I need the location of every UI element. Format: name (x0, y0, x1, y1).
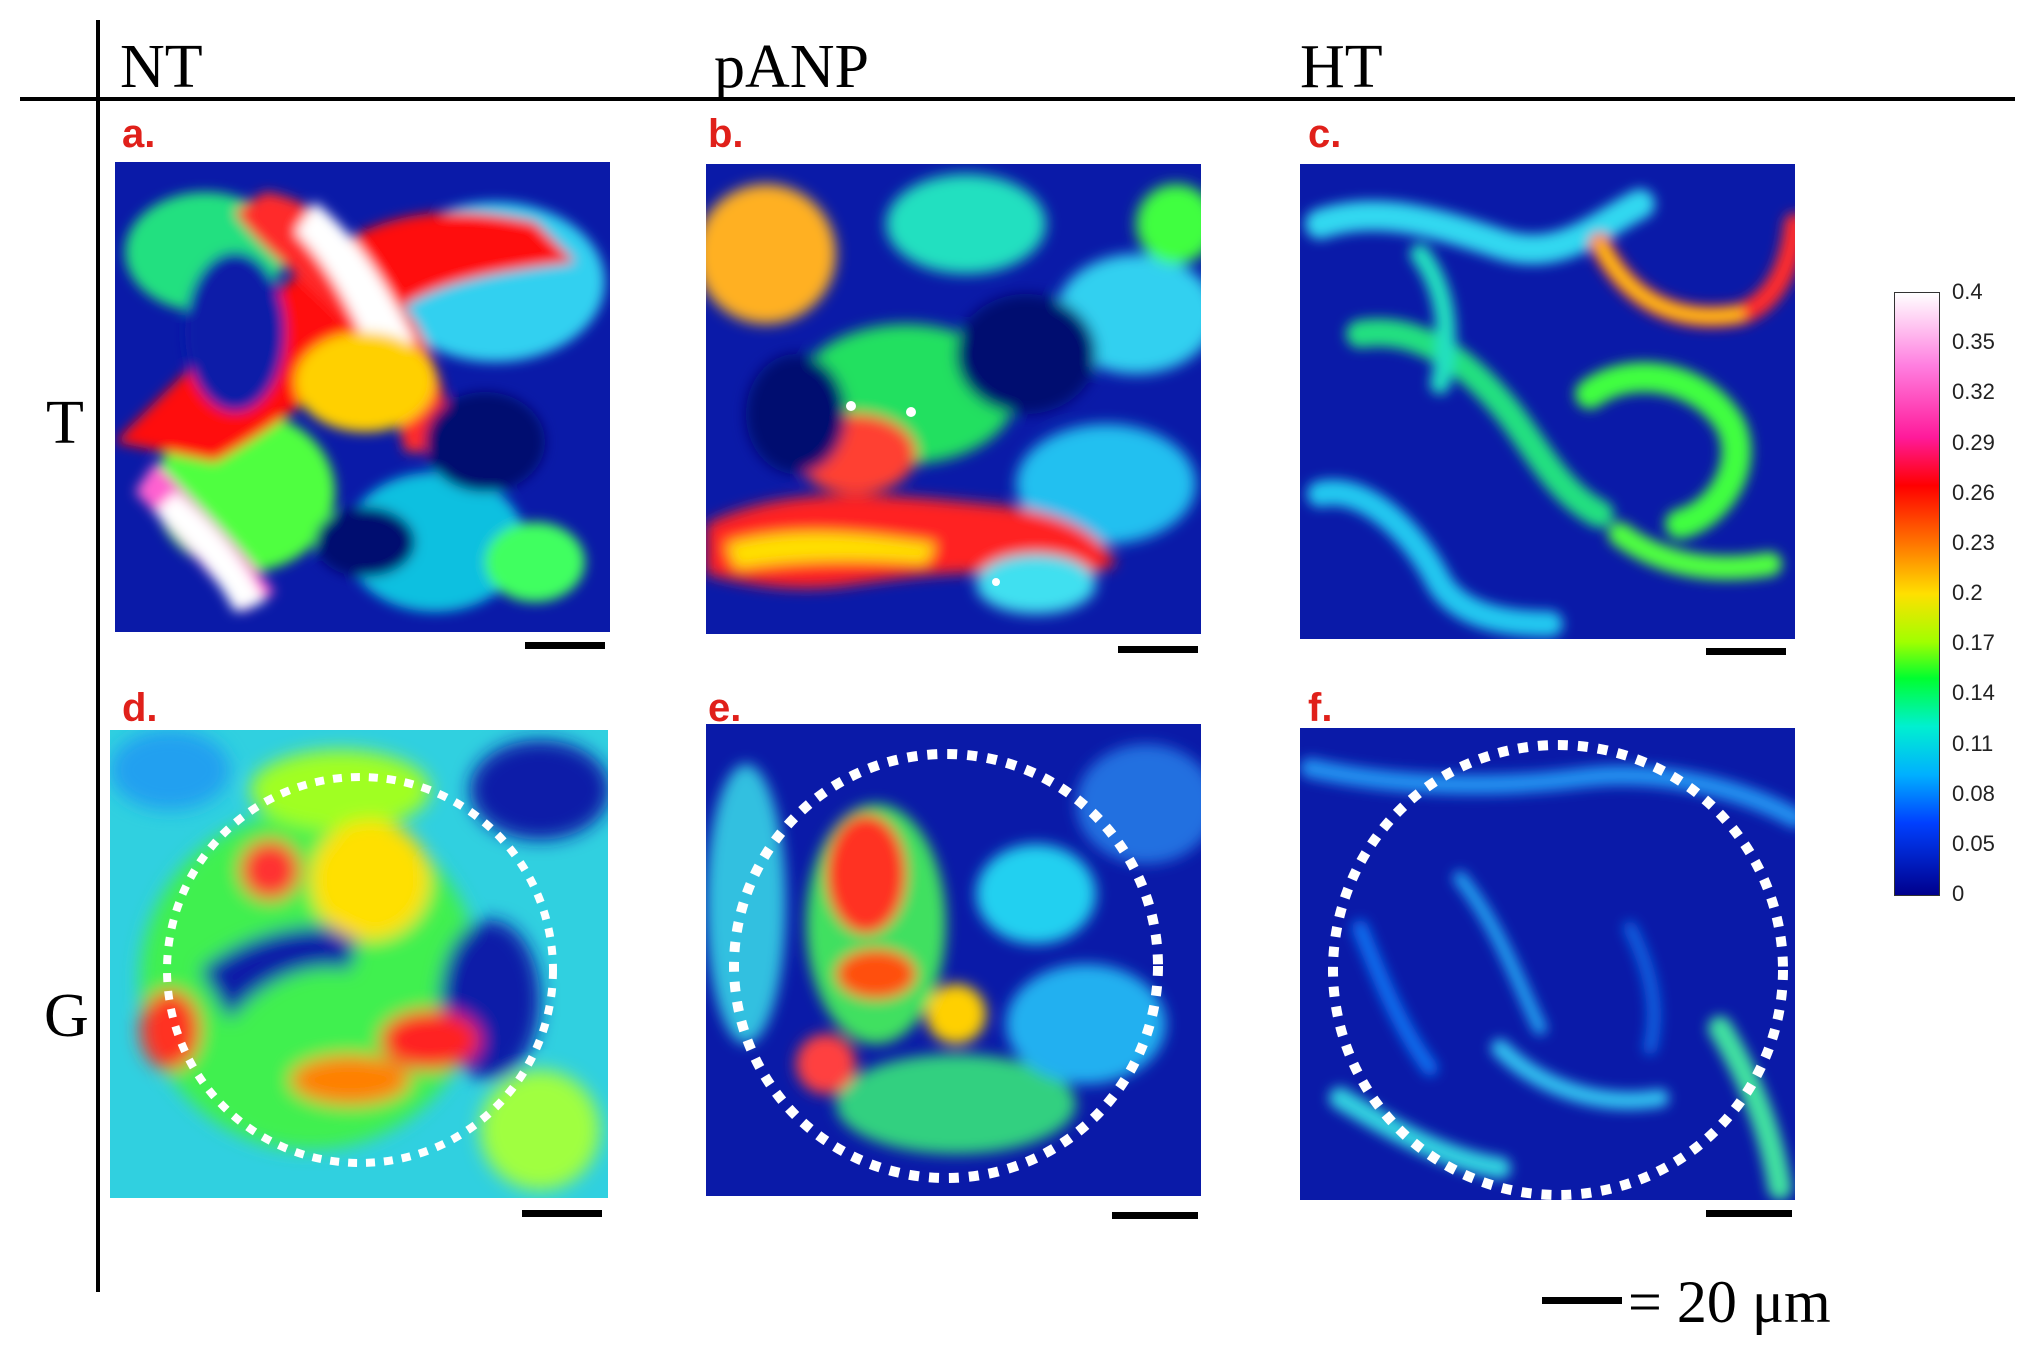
panel-label-f: f. (1308, 686, 1333, 730)
colorbar-tick-label: 0.23 (1952, 529, 1995, 555)
colorbar-tick-label: 0.35 (1952, 329, 1995, 355)
row-header-g: G (44, 982, 89, 1050)
panel-label-d: d. (122, 686, 158, 730)
scale-bar-f (1706, 1210, 1792, 1217)
panel-label-e: e. (708, 686, 742, 730)
column-header-ht: HT (1300, 33, 1383, 101)
scale-bar-a (525, 642, 605, 649)
column-header-panp: pANP (714, 33, 870, 101)
colorbar-tick-label: 0.29 (1952, 429, 1995, 455)
colorbar (1894, 292, 1940, 896)
heatmap-panel-c (1300, 164, 1795, 639)
colorbar-tick-label: 0 (1952, 881, 1965, 906)
panel-label-a: a. (122, 112, 156, 156)
colorbar-tick-label: 0.14 (1952, 680, 1995, 706)
colorbar-tick-label: 0.17 (1952, 630, 1995, 656)
column-header-nt: NT (120, 33, 203, 101)
panel-label-b: b. (708, 112, 744, 156)
colorbar-tick-label: 0.26 (1952, 479, 1995, 505)
heatmap-panel-b (706, 164, 1201, 634)
panel-label-c: c. (1308, 112, 1342, 156)
header-divider (20, 97, 2015, 101)
colorbar-tick-label: 0.32 (1952, 379, 1995, 405)
scale-legend-bar (1542, 1297, 1622, 1304)
scale-bar-e (1112, 1212, 1198, 1219)
colorbar-tick-label: 0.08 (1952, 780, 1995, 806)
heatmap-panel-f (1300, 728, 1795, 1200)
scale-bar-c (1706, 648, 1786, 655)
scale-bar-b (1118, 646, 1198, 653)
scale-bar-d (522, 1210, 602, 1217)
colorbar-tick-label: 0.2 (1952, 580, 1983, 605)
heatmap-panel-e (706, 724, 1201, 1196)
row-header-t: T (46, 389, 84, 457)
colorbar-tick-label: 0.4 (1952, 279, 1983, 304)
colorbar-tick-label: 0.11 (1952, 730, 1994, 756)
heatmap-panel-a (115, 162, 610, 632)
colorbar-tick-label: 0.05 (1952, 830, 1995, 856)
heatmap-panel-d (110, 730, 608, 1198)
scale-legend-text: = 20 μm (1628, 1269, 1831, 1335)
row-divider (96, 20, 100, 1292)
